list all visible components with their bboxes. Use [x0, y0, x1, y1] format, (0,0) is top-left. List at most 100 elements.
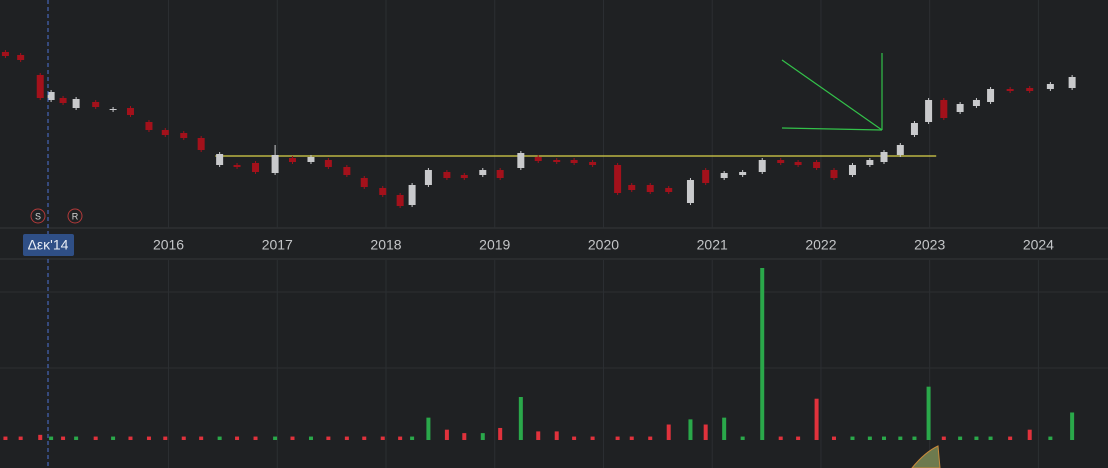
volume-bar — [814, 398, 819, 440]
volume-bar — [74, 436, 79, 440]
volume-bar — [362, 436, 367, 440]
crosshair-label: Δεκ'14 — [28, 237, 69, 253]
candle-body — [589, 162, 597, 165]
marker-label[interactable]: R — [72, 211, 79, 221]
volume-bar — [688, 419, 693, 440]
x-tick-label: 2018 — [370, 237, 401, 253]
volume-bar — [898, 436, 903, 440]
volume-bar — [926, 386, 931, 440]
volume-bar — [941, 436, 946, 440]
volume-bar — [235, 436, 240, 440]
volume-bar — [273, 436, 278, 440]
grid: 2016 2017 2018 2019 2020 2021 2022 2023 2024 — [153, 0, 1054, 468]
candle-body — [288, 158, 296, 162]
candle-body — [925, 100, 933, 122]
candle-body — [145, 122, 153, 130]
candle-body — [180, 133, 188, 138]
candle-body — [1046, 84, 1054, 89]
volume-bar — [867, 436, 872, 440]
volume-bar — [380, 436, 385, 440]
volume-bar — [61, 436, 66, 440]
candle-body — [17, 55, 25, 60]
marker-icon[interactable] — [67, 208, 83, 224]
volume-bar — [199, 436, 204, 440]
volume-bar — [912, 436, 917, 440]
volume-bar — [629, 436, 634, 440]
candle-body — [758, 160, 766, 172]
x-tick-label: 2021 — [697, 237, 728, 253]
candle-body — [343, 167, 351, 175]
candle-body — [972, 100, 980, 106]
volume-bar — [1070, 412, 1075, 440]
candle-body — [197, 138, 205, 150]
volume-bar — [146, 436, 151, 440]
candle-body — [910, 123, 918, 135]
x-tick-label: 2022 — [805, 237, 836, 253]
volume-bar — [398, 436, 403, 440]
volume-bar — [778, 436, 783, 440]
candle-body — [614, 165, 622, 193]
axis-band — [0, 228, 1108, 260]
candle-body — [72, 99, 80, 108]
drawing-handle — [911, 445, 941, 468]
candle-body — [665, 188, 673, 192]
volume-bar — [958, 436, 963, 440]
marker-label[interactable]: S — [35, 211, 41, 221]
volume-bar — [1008, 436, 1013, 440]
candle-body — [517, 153, 525, 168]
candle-body — [570, 160, 578, 163]
volume-bar — [572, 436, 577, 440]
x-tick-label: 2019 — [479, 237, 510, 253]
candle-body — [987, 89, 995, 102]
candle-body — [233, 165, 241, 167]
candle-body — [1006, 89, 1014, 91]
marks — [1, 50, 1076, 440]
volume-bar — [536, 431, 541, 440]
volume-bar — [111, 436, 116, 440]
candle-body — [424, 170, 432, 185]
candle-body — [848, 165, 856, 175]
volume-bar — [308, 436, 313, 440]
candle-body — [739, 172, 747, 175]
candle-body — [940, 100, 948, 118]
x-tick-label: 2023 — [914, 237, 945, 253]
volume-bar — [38, 434, 43, 440]
candle-body — [686, 180, 694, 203]
volume-bar — [796, 436, 801, 440]
marker-icon[interactable] — [30, 208, 46, 224]
volume-bar — [590, 436, 595, 440]
candle-body — [360, 178, 368, 187]
volume-bar — [666, 424, 671, 440]
candle-body — [324, 160, 332, 167]
candle-body — [36, 75, 44, 98]
volume-bar — [615, 436, 620, 440]
candle-body — [443, 172, 451, 178]
volume-bar — [444, 429, 449, 440]
crosshair-label-box — [23, 234, 74, 256]
volume-bar — [554, 431, 559, 440]
candle-body — [460, 175, 468, 178]
volume-bar — [462, 433, 467, 440]
volume-bar — [253, 436, 258, 440]
volume-bar — [1048, 436, 1053, 440]
candle-body — [720, 173, 728, 178]
volume-bar — [3, 436, 8, 440]
candle-body — [553, 160, 561, 162]
volume-bar — [426, 417, 431, 440]
volume-bar — [410, 436, 415, 440]
candle-body — [896, 145, 904, 155]
candle-body — [534, 157, 542, 161]
arrow-line — [781, 127, 883, 131]
candle-body — [109, 109, 117, 110]
volume-bar — [722, 417, 727, 440]
volume-bar — [882, 436, 887, 440]
candle-body — [161, 130, 169, 135]
candle-body — [379, 188, 387, 195]
volume-bar — [988, 436, 993, 440]
volume-bar — [326, 436, 331, 440]
volume-bar — [760, 268, 765, 440]
volume-bar — [648, 436, 653, 440]
candle-body — [830, 170, 838, 178]
